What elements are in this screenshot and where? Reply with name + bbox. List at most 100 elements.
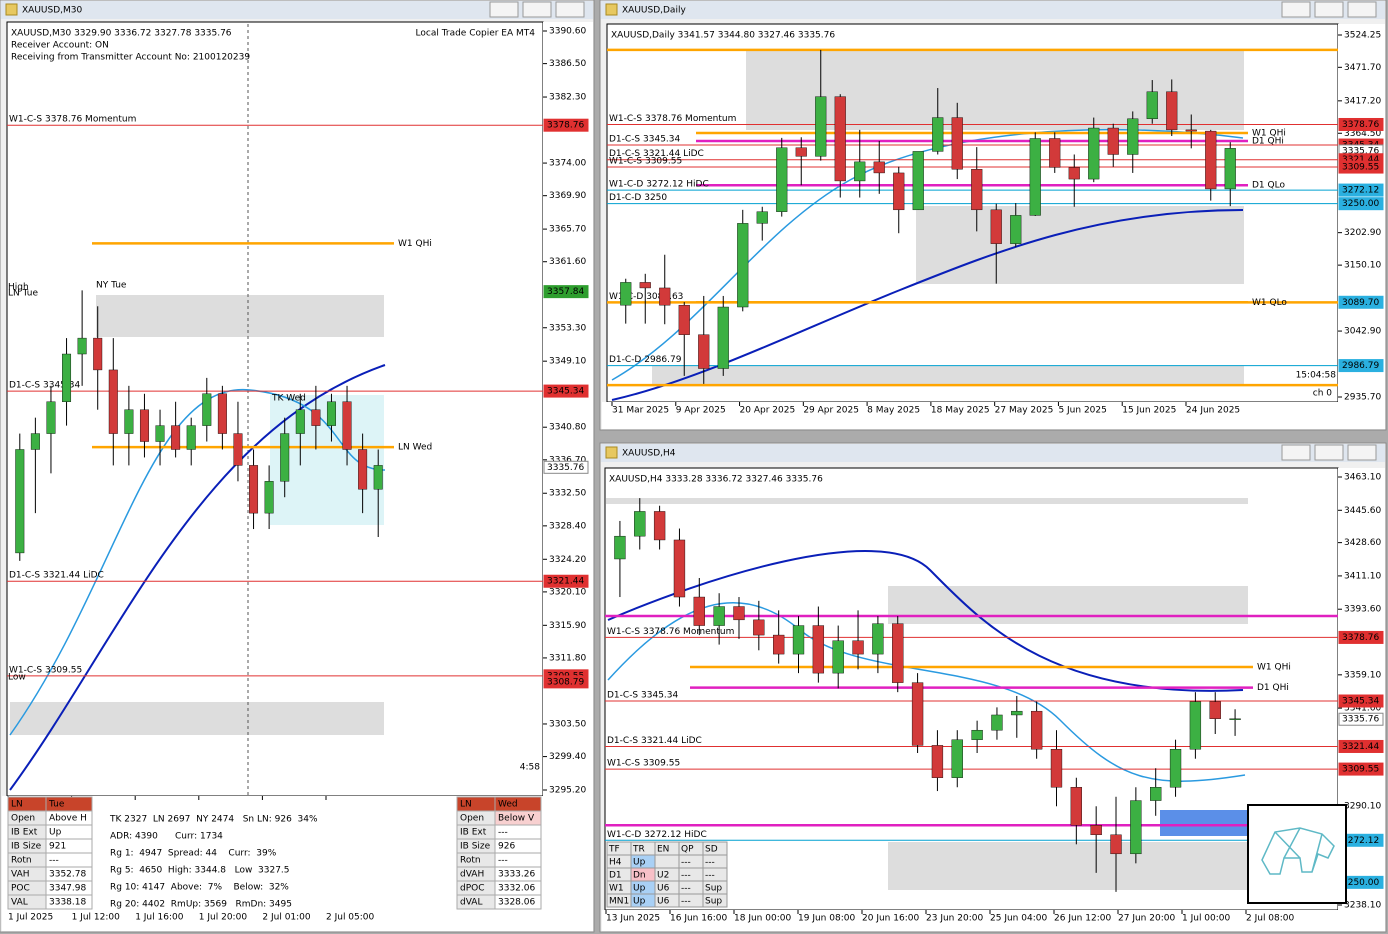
window-button[interactable] [1347, 1, 1377, 18]
window-title: XAUUSD,Daily [622, 6, 686, 16]
candle-body [1011, 710, 1023, 716]
session-note: TK Wed [271, 394, 306, 404]
candle-body [1209, 701, 1221, 719]
candle-body [854, 161, 866, 182]
candle-body [326, 401, 336, 426]
candle-body [1146, 91, 1158, 120]
window-icon [5, 3, 18, 16]
x-tick-label: 5 Jun 2025 [1058, 406, 1106, 416]
x-tick-label: 2 Jul 08:00 [1246, 914, 1295, 924]
zone [888, 586, 1248, 624]
window-button[interactable] [1347, 444, 1377, 461]
x-tick-label: 25 Jun 04:00 [990, 914, 1047, 924]
level-label: W1-C-S 3309.55 [9, 665, 82, 675]
y-tick-label: 3324.20 [549, 555, 586, 565]
zone [652, 366, 1244, 384]
price-tag-label: 3308.79 [547, 677, 584, 687]
table-text: --- [681, 871, 691, 881]
level-label: LN Wed [398, 443, 432, 453]
candle-body [698, 334, 710, 369]
y-tick-label: 3369.90 [549, 191, 586, 201]
x-tick-label: 31 Mar 2025 [612, 406, 669, 416]
y-tick-label: 3341.60 [1344, 704, 1381, 714]
table-text: TF [608, 845, 620, 855]
panel-text: Wed [498, 800, 518, 810]
panel-text: POC [11, 884, 30, 894]
panel-text: --- [498, 828, 508, 838]
price-tag-label: 3089.70 [1342, 298, 1379, 308]
candle-body [795, 147, 807, 157]
chart-header: XAUUSD,M30 3329.90 3336.72 3327.78 3335.… [11, 29, 232, 39]
candle-body [634, 511, 646, 537]
price-axis [543, 22, 593, 796]
time-axis [602, 910, 1385, 931]
price-tag [543, 574, 589, 588]
level-label: D1-C-D 2986.79 [609, 355, 682, 365]
zone [916, 206, 1244, 284]
price-tag [1338, 160, 1384, 174]
table-text: --- [681, 884, 691, 894]
window-button[interactable] [1281, 1, 1311, 18]
candle-body [892, 623, 904, 683]
price-tag-label: 3309.55 [1342, 163, 1379, 173]
window-button[interactable] [555, 1, 585, 18]
window-button[interactable] [1281, 444, 1311, 461]
plot-area [604, 467, 1339, 911]
y-tick-label: 3295.20 [549, 786, 586, 796]
y-tick-label: 3299.40 [549, 752, 586, 762]
table-text: Dn [633, 871, 646, 881]
level-label: W1-C-S 3378.76 Momentum [9, 115, 136, 125]
session-note: High [8, 283, 29, 293]
price-tag [1338, 117, 1384, 131]
y-tick-label: 3364.50 [1344, 129, 1381, 139]
price-tag [1338, 694, 1384, 708]
candle-body [1127, 118, 1139, 155]
x-tick-label: 24 Jun 2025 [1186, 406, 1240, 416]
candle-body [678, 304, 690, 335]
level-label: D1-C-D 3250 [609, 193, 667, 203]
candle-body [753, 619, 765, 636]
candle-body [717, 306, 729, 369]
panel-text: Open [11, 814, 35, 824]
x-tick-label: 19 Jun 08:00 [798, 914, 855, 924]
table-text: --- [681, 858, 691, 868]
x-tick-label: 27 Jun 20:00 [1118, 914, 1175, 924]
price-tag [543, 675, 589, 689]
candle-body [1224, 148, 1236, 190]
window-button[interactable] [522, 1, 552, 18]
zone [10, 702, 384, 735]
candle-body [873, 161, 885, 174]
moving-average [607, 602, 1246, 782]
candle-body [311, 409, 321, 426]
candle-body [756, 211, 768, 224]
level-label: D1 QHi [1252, 136, 1284, 146]
candle-body [872, 623, 884, 655]
table-text: SD [705, 845, 718, 855]
price-tag-label: 3335.76 [1342, 715, 1379, 725]
window-button[interactable] [1314, 444, 1344, 461]
candle-body [713, 606, 725, 626]
window-title: XAUUSD,H4 [622, 449, 676, 459]
candle-body [1229, 718, 1241, 720]
x-tick-label: 26 Jun 12:00 [1054, 914, 1111, 924]
panel-text: 926 [498, 842, 515, 852]
window-button[interactable] [489, 1, 519, 18]
window-icon [605, 3, 618, 16]
panel-text: Rotn [460, 856, 481, 866]
x-tick-label: 16 Jun 16:00 [670, 914, 727, 924]
panel-text: IB Size [460, 842, 491, 852]
level-label: W1 QHi [398, 239, 432, 249]
window-title: XAUUSD,M30 [22, 6, 82, 16]
candle-body [911, 682, 924, 746]
table-text: Up [633, 897, 646, 907]
x-tick-label: 1 Jul 20:00 [199, 913, 248, 923]
candle-body [931, 745, 944, 778]
window-button[interactable] [1314, 1, 1344, 18]
price-tag-label: 3378.76 [1342, 633, 1379, 643]
chart-header: Receiving from Transmitter Account No: 2… [11, 53, 250, 63]
y-tick-label: 3428.60 [1344, 538, 1381, 548]
y-tick-label: 3390.60 [549, 27, 586, 37]
panel-text: dVAH [460, 870, 484, 880]
session-note: Low [8, 673, 26, 683]
panel-text: 3332.06 [498, 884, 535, 894]
